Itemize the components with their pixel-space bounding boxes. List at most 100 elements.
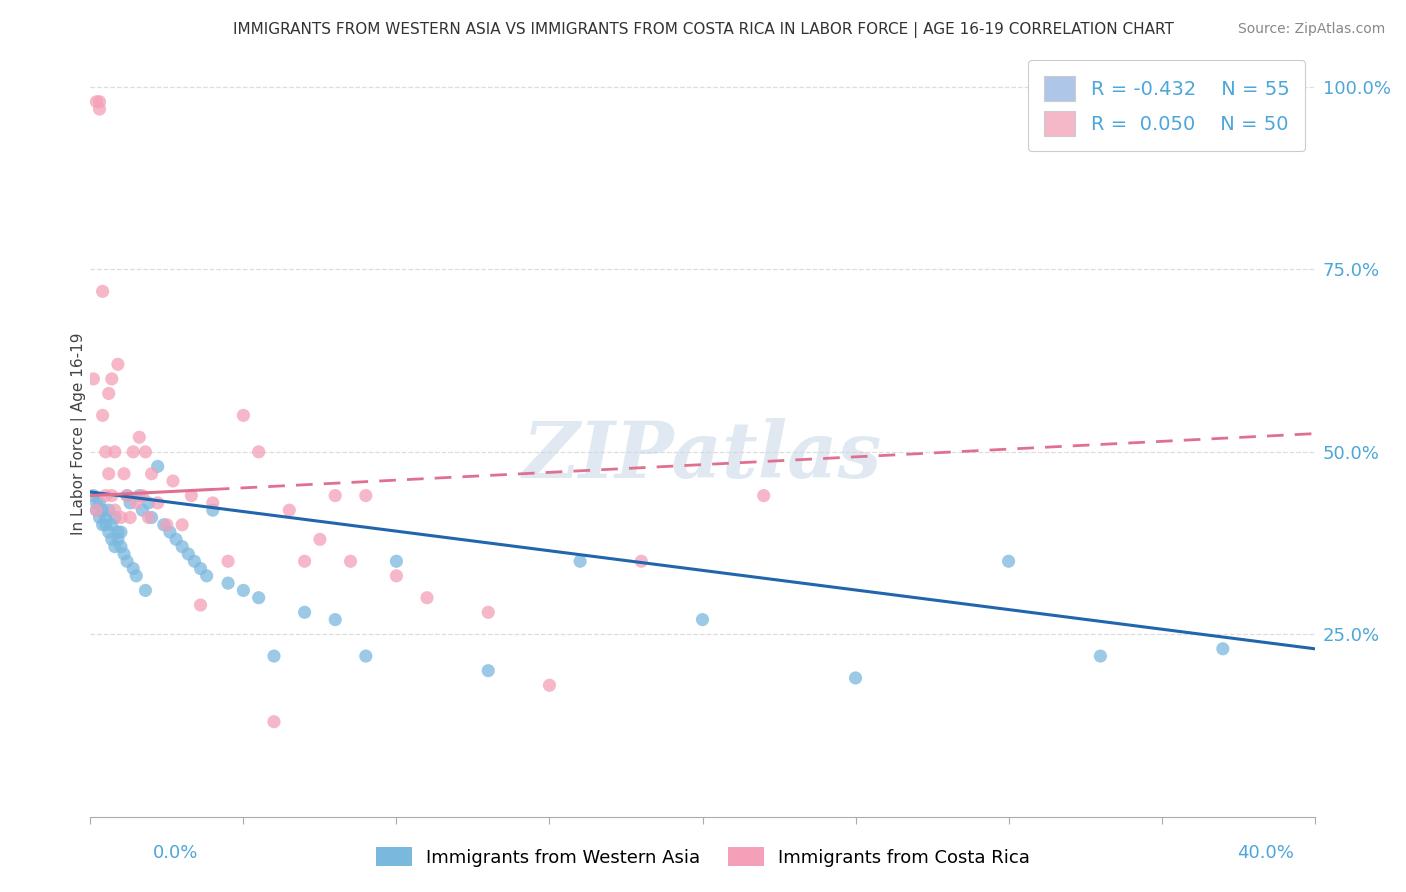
Text: ZIPatlas: ZIPatlas [523, 418, 882, 495]
Point [138, 496, 160, 510]
Point [159, 524, 181, 539]
Point [91, 517, 114, 532]
Point [309, 533, 332, 547]
Point [569, 554, 592, 568]
Point [247, 445, 270, 459]
Point [94, 510, 117, 524]
Point [323, 489, 346, 503]
Point [104, 503, 127, 517]
Point [104, 445, 127, 459]
Point [89, 510, 111, 524]
Point [146, 496, 169, 510]
Point [156, 517, 179, 532]
Point [89, 95, 111, 109]
Point [122, 561, 145, 575]
Point [247, 591, 270, 605]
Point [110, 510, 132, 524]
Point [107, 533, 129, 547]
Point [538, 678, 561, 692]
Point [162, 474, 184, 488]
Point [278, 503, 301, 517]
Point [177, 547, 200, 561]
Point [294, 605, 316, 619]
Point [217, 576, 239, 591]
Point [752, 489, 775, 503]
Point [97, 524, 120, 539]
Point [263, 714, 285, 729]
Point [477, 605, 499, 619]
Point [165, 533, 187, 547]
Point [100, 533, 122, 547]
Point [416, 591, 439, 605]
Point [91, 503, 114, 517]
Point [86, 503, 108, 517]
Point [146, 459, 169, 474]
Text: Source: ZipAtlas.com: Source: ZipAtlas.com [1237, 22, 1385, 37]
Point [172, 540, 194, 554]
Point [183, 554, 205, 568]
Point [86, 503, 108, 517]
Point [172, 517, 194, 532]
Point [104, 510, 127, 524]
Legend: R = -0.432    N = 55, R =  0.050    N = 50: R = -0.432 N = 55, R = 0.050 N = 50 [1028, 61, 1305, 152]
Point [153, 517, 176, 532]
Point [354, 489, 377, 503]
Point [100, 372, 122, 386]
Text: IMMIGRANTS FROM WESTERN ASIA VS IMMIGRANTS FROM COSTA RICA IN LABOR FORCE | AGE : IMMIGRANTS FROM WESTERN ASIA VS IMMIGRAN… [232, 22, 1174, 38]
Text: 40.0%: 40.0% [1237, 844, 1294, 862]
Point [201, 503, 224, 517]
Point [128, 489, 150, 503]
Point [86, 95, 108, 109]
Point [190, 598, 212, 612]
Point [91, 285, 114, 299]
Text: 0.0%: 0.0% [153, 844, 198, 862]
Point [141, 467, 163, 481]
Point [94, 489, 117, 503]
Point [125, 496, 148, 510]
Point [180, 489, 202, 503]
Point [89, 102, 111, 116]
Point [82, 489, 104, 503]
Point [97, 503, 120, 517]
Point [82, 372, 104, 386]
Point [385, 569, 408, 583]
Point [107, 357, 129, 371]
Point [354, 649, 377, 664]
Point [294, 554, 316, 568]
Legend: Immigrants from Western Asia, Immigrants from Costa Rica: Immigrants from Western Asia, Immigrants… [368, 840, 1038, 874]
Point [477, 664, 499, 678]
Point [112, 547, 135, 561]
Point [115, 554, 138, 568]
Point [232, 409, 254, 423]
Point [100, 517, 122, 532]
Point [232, 583, 254, 598]
Point [94, 517, 117, 532]
Point [217, 554, 239, 568]
Point [692, 613, 714, 627]
Point [110, 540, 132, 554]
Point [201, 496, 224, 510]
Point [115, 489, 138, 503]
Point [104, 540, 127, 554]
Point [112, 467, 135, 481]
Point [110, 524, 132, 539]
Point [107, 524, 129, 539]
Point [97, 386, 120, 401]
Point [120, 496, 142, 510]
Point [131, 489, 153, 503]
Point [195, 569, 218, 583]
Point [134, 445, 156, 459]
Point [323, 613, 346, 627]
Point [1212, 641, 1234, 656]
Point [630, 554, 652, 568]
Point [190, 561, 212, 575]
Point [138, 510, 160, 524]
Point [91, 409, 114, 423]
Y-axis label: In Labor Force | Age 16-19: In Labor Force | Age 16-19 [72, 333, 87, 535]
Point [997, 554, 1019, 568]
Point [134, 583, 156, 598]
Point [339, 554, 361, 568]
Point [86, 496, 108, 510]
Point [141, 510, 163, 524]
Point [128, 430, 150, 444]
